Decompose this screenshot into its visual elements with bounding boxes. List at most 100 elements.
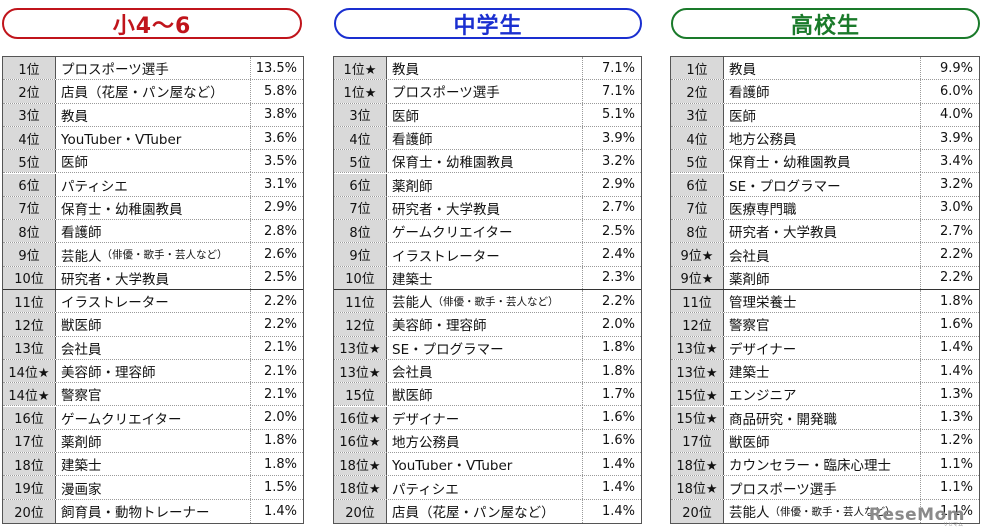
table-row: 17位 薬剤師 1.8%	[3, 429, 303, 454]
table-row: 7位 医療専門職 3.0%	[671, 196, 979, 221]
percent-cell: 1.4%	[601, 480, 635, 496]
job-name: 薬剤師	[392, 178, 433, 195]
rank-cell: 3位	[671, 103, 724, 126]
table-row: 15位★ 商品研究・開発職 1.3%	[671, 406, 979, 430]
percent-cell: 2.0%	[601, 316, 635, 332]
job-cell: 芸能人 （俳優・歌手・芸人など）	[387, 290, 583, 313]
rank-cell: 13位	[3, 336, 56, 359]
job-cell: 保育士・幼稚園教員	[56, 196, 251, 220]
percent-cell: 2.0%	[263, 410, 297, 426]
table-row: 14位★ 美容師・理容師 2.1%	[3, 359, 303, 384]
table-row: 8位 看護師 2.8%	[3, 220, 303, 244]
rank-cell: 12位	[671, 313, 724, 336]
job-name: ゲームクリエイター	[392, 225, 513, 242]
table-row: 15位 獣医師 1.7%	[334, 383, 641, 407]
table-row: 13位★ デザイナー 1.4%	[671, 336, 979, 360]
percent-cell: 3.2%	[939, 177, 973, 193]
percent-cell: 7.1%	[601, 83, 635, 99]
table-row: 8位 ゲームクリエイター 2.5%	[334, 220, 641, 244]
job-name: 医師	[61, 155, 88, 172]
table-row: 3位 医師 5.1%	[334, 103, 641, 127]
percent-cell: 5.8%	[263, 83, 297, 99]
table-row: 4位 看護師 3.9%	[334, 126, 641, 151]
percent-cell: 2.4%	[601, 247, 635, 263]
rank-cell: 20位	[334, 499, 387, 523]
percent-cell: 3.5%	[263, 153, 297, 169]
percent-cell: 1.4%	[939, 340, 973, 356]
rank-cell: 8位	[3, 220, 56, 243]
percent-cell: 2.3%	[601, 270, 635, 286]
rank-cell: 1位★	[334, 57, 387, 80]
table-row: 19位 漫画家 1.5%	[3, 476, 303, 500]
rank-cell: 10位	[3, 266, 56, 289]
table-row: 4位 地方公務員 3.9%	[671, 126, 979, 151]
job-cell: 商品研究・開発職	[724, 406, 921, 429]
percent-cell: 2.9%	[263, 200, 297, 216]
table-row: 6位 SE・プログラマー 3.2%	[671, 173, 979, 197]
job-cell: プロスポーツ選手	[56, 57, 251, 80]
job-note: （俳優・歌手・芸人など）	[432, 295, 559, 308]
table-row: 14位★ 警察官 2.1%	[3, 383, 303, 407]
table-row: 9位★ 会社員 2.2%	[671, 243, 979, 267]
job-cell: 医師	[724, 103, 921, 126]
percent-cell: 2.2%	[939, 247, 973, 263]
job-cell: 薬剤師	[724, 266, 921, 289]
rank-cell: 14位★	[3, 383, 56, 406]
percent-cell: 3.8%	[263, 107, 297, 123]
job-name: 芸能人	[729, 505, 770, 522]
percent-cell: 1.1%	[939, 456, 973, 472]
job-name: デザイナー	[392, 411, 460, 428]
job-cell: プロスポーツ選手	[724, 476, 921, 499]
rank-cell: 1位★	[334, 80, 387, 103]
percent-cell: 2.9%	[601, 177, 635, 193]
percent-cell: 1.2%	[939, 433, 973, 449]
table-row: 11位 管理栄養士 1.8%	[671, 290, 979, 314]
rank-cell: 9位★	[671, 266, 724, 289]
table-row: 13位★ 会社員 1.8%	[334, 359, 641, 384]
table-row: 5位 保育士・幼稚園教員 3.2%	[334, 150, 641, 174]
job-name: 教員	[61, 108, 88, 125]
rank-cell: 15位★	[671, 383, 724, 406]
percent-cell: 1.4%	[263, 503, 297, 519]
table-row: 8位 研究者・大学教員 2.7%	[671, 220, 979, 244]
percent-cell: 3.4%	[939, 153, 973, 169]
job-cell: エンジニア	[724, 383, 921, 406]
table-row: 10位 建築士 2.3%	[334, 266, 641, 290]
job-name: 地方公務員	[729, 132, 797, 149]
percent-cell: 2.1%	[263, 386, 297, 402]
rank-cell: 17位	[671, 429, 724, 453]
job-cell: 建築士	[724, 359, 921, 383]
job-cell: 看護師	[724, 80, 921, 103]
rank-cell: 16位	[3, 406, 56, 429]
job-cell: 建築士	[56, 453, 251, 476]
job-cell: イラストレーター	[387, 243, 583, 266]
job-name: 医師	[392, 108, 419, 125]
job-name: 保育士・幼稚園教員	[61, 201, 183, 218]
table-row: 5位 医師 3.5%	[3, 150, 303, 174]
job-cell: 教員	[56, 103, 251, 126]
rank-cell: 13位★	[671, 336, 724, 359]
percent-cell: 3.0%	[939, 200, 973, 216]
job-cell: パティシエ	[56, 173, 251, 196]
percent-cell: 1.1%	[939, 503, 973, 519]
table-row: 9位 イラストレーター 2.4%	[334, 243, 641, 267]
rank-cell: 18位★	[334, 453, 387, 476]
job-name: 保育士・幼稚園教員	[729, 155, 851, 172]
job-name: 芸能人	[61, 248, 102, 265]
percent-cell: 1.3%	[939, 386, 973, 402]
job-name: 保育士・幼稚園教員	[392, 155, 514, 172]
job-cell: 保育士・幼稚園教員	[724, 150, 921, 173]
job-cell: YouTuber・VTuber	[56, 126, 251, 150]
job-name: 看護師	[729, 85, 770, 102]
percent-cell: 1.6%	[601, 410, 635, 426]
rank-cell: 5位	[334, 150, 387, 173]
job-cell: 建築士	[387, 266, 583, 289]
header-junior-high: 中学生	[334, 8, 642, 39]
rank-cell: 20位	[671, 499, 724, 523]
table-row: 20位 芸能人 （俳優・歌手・芸人など） 1.1%	[671, 499, 979, 523]
percent-cell: 1.4%	[939, 363, 973, 379]
percent-cell: 3.2%	[601, 153, 635, 169]
table-row: 10位 研究者・大学教員 2.5%	[3, 266, 303, 290]
percent-cell: 1.8%	[601, 363, 635, 379]
percent-cell: 2.7%	[601, 200, 635, 216]
